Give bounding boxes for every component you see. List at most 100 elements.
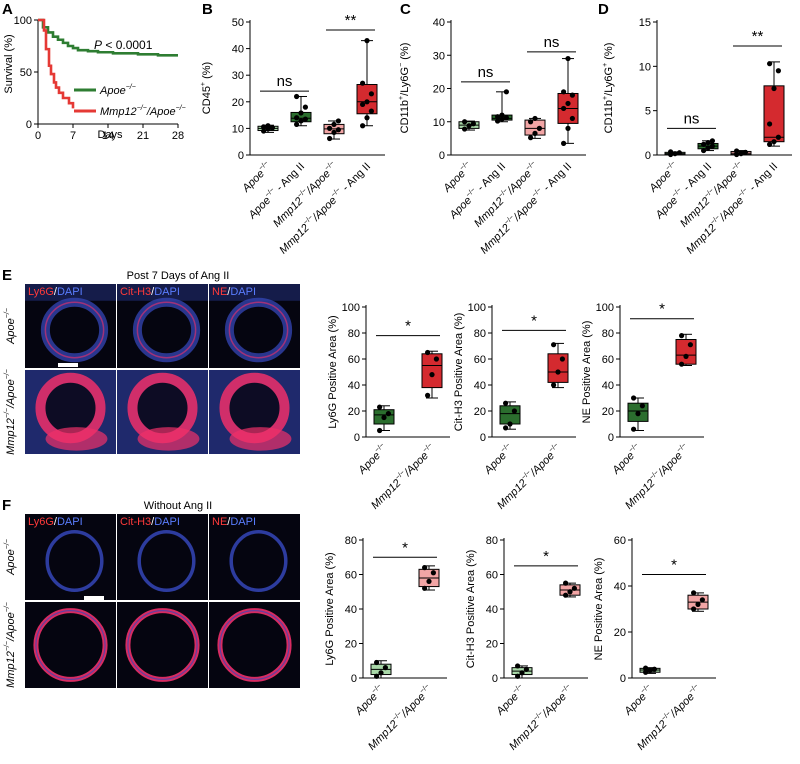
- ytick-label: 0: [492, 673, 498, 685]
- ytick-label: 40: [232, 44, 244, 56]
- data-point: [767, 61, 773, 67]
- data-point: [679, 333, 685, 339]
- data-point: [470, 121, 476, 127]
- f-microscopy-grid: Without Ang II Apoe−/− Mmp12−/−/Apoe−/− Ly…: [4, 500, 300, 688]
- ytick-label: 20: [345, 639, 357, 651]
- data-point: [551, 342, 557, 348]
- significance-label: **: [345, 12, 357, 29]
- ytick-label: 0: [351, 673, 357, 685]
- ytick-label: 40: [348, 380, 360, 392]
- data-point: [462, 126, 468, 132]
- data-point: [499, 116, 505, 122]
- ytick-label: 80: [474, 328, 486, 340]
- data-point: [515, 663, 521, 669]
- data-point: [643, 665, 649, 671]
- data-point: [381, 414, 387, 421]
- data-point: [261, 128, 267, 134]
- e-vessel-lumen-edge: [136, 301, 197, 359]
- data-point: [499, 112, 505, 118]
- survival-curve-apoe: [38, 18, 178, 57]
- data-point: [536, 125, 543, 131]
- e-tissue-band: [117, 284, 208, 301]
- significance-label: *: [543, 548, 549, 565]
- data-point: [742, 149, 749, 155]
- y-axis-label: Cit-H3 Positive Area (%): [453, 313, 465, 432]
- data-point: [532, 115, 538, 122]
- f-row-label-mmp: Mmp12−/−/Apoe−/−: [4, 602, 17, 688]
- data-point: [767, 141, 773, 147]
- data-point: [374, 659, 380, 666]
- data-point: [771, 85, 777, 92]
- data-point: [551, 382, 557, 388]
- data-point: [422, 565, 428, 571]
- f-vessel-wall: [229, 530, 288, 592]
- significance-label: ns: [544, 34, 560, 51]
- significance-label: ns: [684, 110, 700, 127]
- ytick-label: 0: [480, 432, 486, 444]
- category-label: Apoe−/−: [609, 442, 644, 477]
- category-label: Apoe−/−: [355, 442, 390, 477]
- data-point: [298, 118, 304, 124]
- data-point: [555, 369, 561, 375]
- data-point: [360, 123, 366, 129]
- data-point: [302, 104, 308, 110]
- ytick-label: 50: [232, 17, 244, 29]
- e-row-label-mmp: Mmp12−/−/Apoe−/−: [4, 369, 17, 455]
- data-point: [433, 356, 439, 362]
- data-point: [701, 141, 707, 147]
- category-label: Apoe−/−: [493, 683, 528, 718]
- ytick-label: 40: [486, 604, 498, 616]
- box: [356, 84, 378, 115]
- ytick-label: 20: [348, 406, 360, 418]
- e-row-label-apoe: Apoe−/−: [4, 308, 17, 345]
- data-point: [701, 147, 707, 154]
- survival-ytick-label: 50: [20, 67, 32, 79]
- ytick-label: 40: [602, 380, 614, 392]
- ytick-label: 0: [238, 150, 244, 162]
- data-point: [507, 421, 513, 427]
- y-axis-label: NE Positive Area (%): [593, 558, 605, 661]
- data-point: [374, 673, 380, 679]
- data-point: [563, 580, 569, 586]
- data-point: [565, 55, 571, 62]
- y-axis-label: Cit-H3 Positive Area (%): [465, 550, 477, 669]
- ytick-label: 60: [602, 354, 614, 366]
- f-channel-label: Cit-H3/DAPI: [120, 516, 180, 528]
- ytick-label: 20: [614, 627, 626, 639]
- legend-label-apoe: Apoe−/−: [99, 84, 136, 97]
- data-point: [691, 590, 697, 596]
- e-thrombus: [45, 427, 108, 451]
- legend-label-mmp: Mmp12−/−/Apoe−/−: [100, 105, 186, 118]
- data-point: [503, 115, 509, 121]
- data-point: [495, 114, 501, 120]
- survival-xtick-label: 28: [172, 130, 184, 142]
- box: [763, 85, 785, 143]
- data-point: [519, 670, 525, 676]
- data-point: [515, 673, 521, 679]
- f-image-tile: [117, 602, 208, 688]
- ytick-label: 60: [486, 570, 498, 582]
- data-point: [511, 408, 517, 414]
- data-point: [368, 91, 374, 97]
- data-point: [683, 353, 689, 359]
- e-vessel-lumen-edge: [44, 301, 105, 359]
- data-point: [631, 395, 637, 401]
- significance-label: *: [671, 557, 677, 574]
- survival-xtick-label: 7: [70, 130, 76, 142]
- e-thrombus: [229, 427, 292, 451]
- ytick-label: 40: [474, 380, 486, 392]
- data-point: [364, 99, 370, 105]
- data-point: [767, 121, 773, 127]
- category-label: Apoe−/−: [481, 442, 516, 477]
- ytick-label: 5: [645, 106, 651, 118]
- e-tissue-band: [209, 284, 300, 301]
- f-vessel-dapi: [35, 609, 106, 680]
- data-point: [425, 349, 431, 356]
- ytick-label: 60: [348, 354, 360, 366]
- y-axis-label: CD11b+/Ly6G− (%): [398, 43, 411, 134]
- y-axis-label: CD45+ (%): [200, 62, 213, 114]
